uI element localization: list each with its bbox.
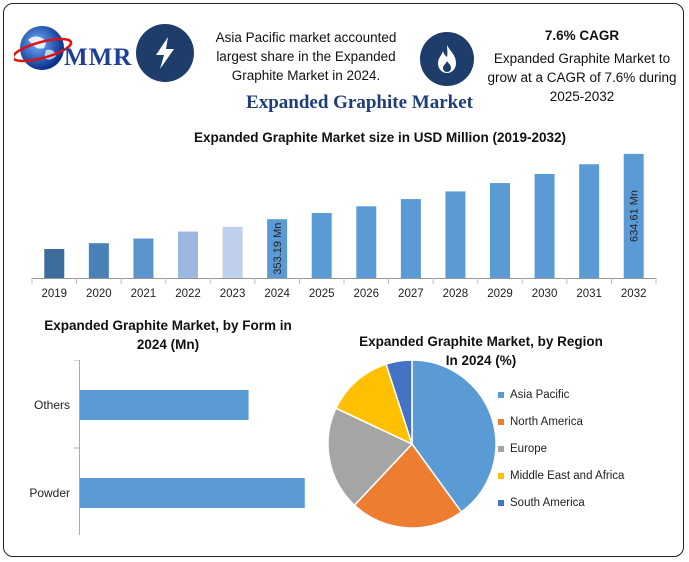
infographic-frame bbox=[3, 3, 684, 557]
bar-2021 bbox=[133, 238, 154, 278]
pie-slice-middle-east-and-africa bbox=[334, 363, 414, 446]
y-tick-label-powder: Powder bbox=[29, 486, 70, 500]
data-label-2032: 634.61 Mn bbox=[629, 190, 641, 242]
bar-2020 bbox=[88, 243, 109, 278]
pie-slice-north-america bbox=[353, 442, 463, 529]
bar-2031 bbox=[579, 164, 600, 278]
bar-2023 bbox=[222, 226, 243, 278]
legend-swatch bbox=[498, 500, 504, 506]
legend-label: Middle East and Africa bbox=[510, 470, 625, 482]
legend-swatch bbox=[498, 446, 504, 452]
globe-logo-icon bbox=[14, 26, 73, 70]
legend-item-europe: Europe bbox=[498, 443, 547, 455]
x-tick-label-2031: 2031 bbox=[576, 288, 602, 300]
legend-label: South America bbox=[510, 497, 585, 509]
bar-2019 bbox=[44, 248, 65, 278]
x-tick-label-2030: 2030 bbox=[532, 288, 558, 300]
bar-others bbox=[80, 390, 249, 420]
data-label-2024: 353.19 Mn bbox=[272, 223, 284, 275]
info-left-text: Asia Pacific market accounted largest sh… bbox=[215, 30, 397, 83]
pie-slice-europe bbox=[327, 407, 414, 507]
bar-powder bbox=[80, 478, 305, 508]
x-tick-label-2022: 2022 bbox=[175, 288, 201, 300]
legend-swatch bbox=[498, 473, 504, 479]
x-tick-label-2024: 2024 bbox=[264, 288, 290, 300]
legend-item-north-america: North America bbox=[498, 416, 583, 428]
x-tick-label-2028: 2028 bbox=[443, 288, 469, 300]
bar-2030 bbox=[534, 174, 555, 278]
flame-circle bbox=[420, 32, 474, 86]
form-chart-title: Expanded Graphite Market, by Form in 202… bbox=[44, 318, 292, 352]
flame-icon bbox=[438, 45, 456, 73]
x-tick-label-2023: 2023 bbox=[220, 288, 246, 300]
bar-2028 bbox=[445, 191, 466, 278]
legend-swatch bbox=[498, 392, 504, 398]
bar-2022 bbox=[178, 231, 198, 278]
x-tick-label-2026: 2026 bbox=[353, 288, 379, 300]
main-title: Expanded Graphite Market bbox=[246, 92, 473, 113]
logo-text: MMR bbox=[64, 44, 133, 71]
bar-2032 bbox=[623, 153, 644, 278]
bar-2025 bbox=[311, 213, 332, 278]
lightning-circle bbox=[136, 24, 194, 82]
legend-label: Asia Pacific bbox=[510, 389, 570, 401]
x-tick-label-2019: 2019 bbox=[41, 288, 67, 300]
x-tick-label-2029: 2029 bbox=[487, 288, 513, 300]
cagr-title: 7.6% CAGR bbox=[544, 28, 620, 43]
bar-2026 bbox=[356, 206, 377, 278]
bar-2029 bbox=[490, 183, 510, 278]
legend-item-south-america: South America bbox=[498, 497, 585, 509]
legend-swatch bbox=[498, 419, 504, 425]
x-tick-label-2021: 2021 bbox=[131, 288, 157, 300]
bar-chart-title: Expanded Graphite Market size in USD Mil… bbox=[193, 130, 567, 145]
x-tick-label-2025: 2025 bbox=[309, 288, 335, 300]
legend-item-asia-pacific: Asia Pacific bbox=[498, 389, 569, 401]
bar-2024 bbox=[267, 219, 288, 278]
y-tick-label-others: Others bbox=[34, 398, 70, 412]
pie-slice-south-america bbox=[385, 360, 413, 445]
form-bar-chart: Others Powder bbox=[29, 360, 305, 535]
pie-slice-asia-pacific bbox=[411, 360, 497, 514]
legend-label: Europe bbox=[510, 443, 548, 455]
lightning-bolt-icon bbox=[156, 37, 174, 69]
legend-item-middle-east-and-africa: Middle East and Africa bbox=[498, 470, 624, 482]
x-tick-label-2027: 2027 bbox=[398, 288, 424, 300]
bar-chart: 2019 2020 2021 2022 2023 2024 353.19 Mn 2025 202… bbox=[31, 153, 657, 300]
region-chart-title: Expanded Graphite Market, by Region In 2… bbox=[359, 334, 603, 368]
x-tick-label-2020: 2020 bbox=[86, 288, 112, 300]
info-right-text: 7.6% CAGR Expanded Graphite Market to gr… bbox=[484, 26, 680, 106]
bar-2027 bbox=[400, 199, 421, 278]
x-tick-label-2032: 2032 bbox=[621, 288, 647, 300]
legend-label: North America bbox=[510, 416, 583, 428]
region-pie-chart bbox=[327, 360, 497, 529]
